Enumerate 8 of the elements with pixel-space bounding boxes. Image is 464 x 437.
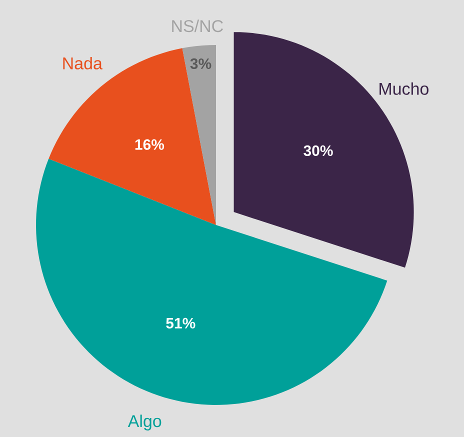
- slice-label: NS/NC: [172, 20, 223, 32]
- data-label: 3%: [190, 58, 212, 70]
- slice-label: Mucho: [380, 82, 428, 95]
- data-label: 30%: [304, 145, 333, 156]
- slice-label: Nada: [63, 56, 102, 70]
- data-label: 16%: [135, 139, 164, 150]
- data-label: 51%: [166, 318, 196, 329]
- slice-label: Algo: [128, 414, 162, 430]
